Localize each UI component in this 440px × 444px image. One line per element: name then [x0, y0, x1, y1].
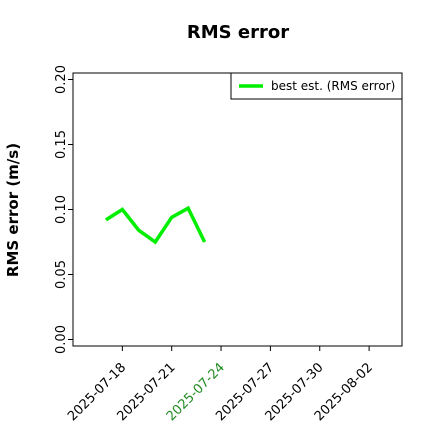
y-tick-label: 0.20 — [54, 65, 69, 94]
legend-label: best est. (RMS error) — [271, 79, 395, 93]
y-tick-label: 0.15 — [54, 130, 69, 159]
chart-title: RMS error — [187, 22, 289, 43]
data-line — [104, 205, 207, 245]
y-tick-label: 0.10 — [54, 195, 69, 224]
y-tick-label: 0.00 — [54, 325, 69, 354]
y-tick-label: 0.05 — [54, 260, 69, 289]
y-axis-label: RMS error (m/s) — [4, 143, 22, 277]
